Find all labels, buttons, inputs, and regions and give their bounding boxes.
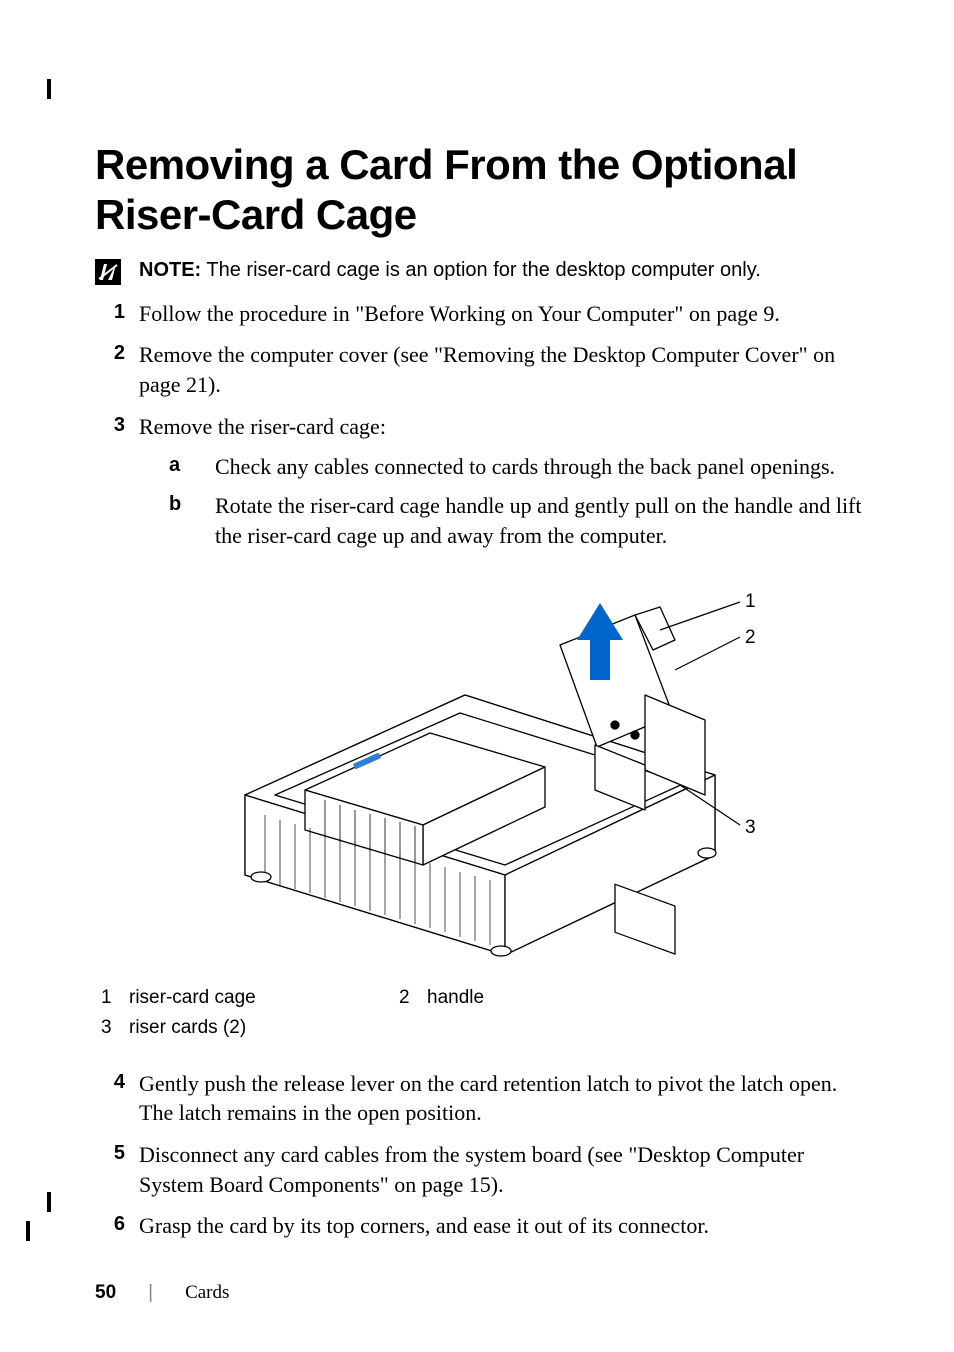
callout-1: 1 [745, 591, 756, 613]
substep-text: Rotate the riser-card cage handle up and… [215, 491, 864, 550]
substep-a: a Check any cables connected to cards th… [169, 452, 864, 482]
step-text: Remove the riser-card cage: a Check any … [139, 412, 864, 561]
step-text: Remove the computer cover (see "Removing… [139, 340, 864, 399]
legend-text: handle [427, 987, 697, 1009]
step-number: 2 [95, 340, 125, 399]
step-3: 3 Remove the riser-card cage: a Check an… [95, 412, 864, 561]
step-number: 1 [95, 299, 125, 329]
footer-section-name: Cards [185, 1282, 229, 1304]
legend-text: riser cards (2) [129, 1017, 399, 1039]
step-text: Follow the procedure in "Before Working … [139, 299, 780, 329]
substep-b: b Rotate the riser-card cage handle up a… [169, 491, 864, 550]
change-bar [26, 1221, 30, 1241]
callout-2: 2 [745, 627, 756, 649]
note-text: The riser-card cage is an option for the… [201, 259, 761, 281]
page-footer: 50 | Cards [95, 1282, 229, 1304]
step-text: Gently push the release lever on the car… [139, 1069, 864, 1128]
page-number: 50 [95, 1282, 116, 1304]
step-number: 4 [95, 1069, 125, 1128]
legend-num: 2 [399, 987, 427, 1009]
legend-text: riser-card cage [129, 987, 399, 1009]
legend-num: 1 [101, 987, 129, 1009]
step-text: Grasp the card by its top corners, and e… [139, 1211, 709, 1241]
substep-text: Check any cables connected to cards thro… [215, 452, 835, 482]
section-heading: Removing a Card From the Optional Riser-… [95, 140, 864, 241]
steps-list: 1 Follow the procedure in "Before Workin… [95, 299, 864, 561]
computer-diagram [205, 585, 745, 965]
legend-row-2: 3 riser cards (2) [101, 1017, 864, 1039]
substep-letter: b [169, 491, 195, 550]
step-number: 6 [95, 1211, 125, 1241]
steps-list-continued: 4 Gently push the release lever on the c… [95, 1069, 864, 1241]
change-bar [47, 1192, 51, 1212]
note-text-container: NOTE: The riser-card cage is an option f… [139, 259, 761, 282]
figure: 1 2 3 [95, 585, 864, 965]
step-4: 4 Gently push the release lever on the c… [95, 1069, 864, 1128]
step-number: 5 [95, 1140, 125, 1199]
step-6: 6 Grasp the card by its top corners, and… [95, 1211, 864, 1241]
step-3-text: Remove the riser-card cage: [139, 414, 386, 439]
note-icon [95, 259, 121, 285]
callout-3: 3 [745, 817, 756, 839]
footer-separator: | [148, 1282, 153, 1304]
substeps: a Check any cables connected to cards th… [139, 452, 864, 551]
figure-legend: 1 riser-card cage 2 handle 3 riser cards… [101, 987, 864, 1039]
legend-num: 3 [101, 1017, 129, 1039]
substep-letter: a [169, 452, 195, 482]
step-text: Disconnect any card cables from the syst… [139, 1140, 864, 1199]
step-2: 2 Remove the computer cover (see "Removi… [95, 340, 864, 399]
step-5: 5 Disconnect any card cables from the sy… [95, 1140, 864, 1199]
change-bar [47, 79, 51, 99]
legend-row-1: 1 riser-card cage 2 handle [101, 987, 864, 1009]
note-block: NOTE: The riser-card cage is an option f… [95, 259, 864, 285]
step-number: 3 [95, 412, 125, 561]
step-1: 1 Follow the procedure in "Before Workin… [95, 299, 864, 329]
note-label: NOTE: [139, 259, 201, 281]
